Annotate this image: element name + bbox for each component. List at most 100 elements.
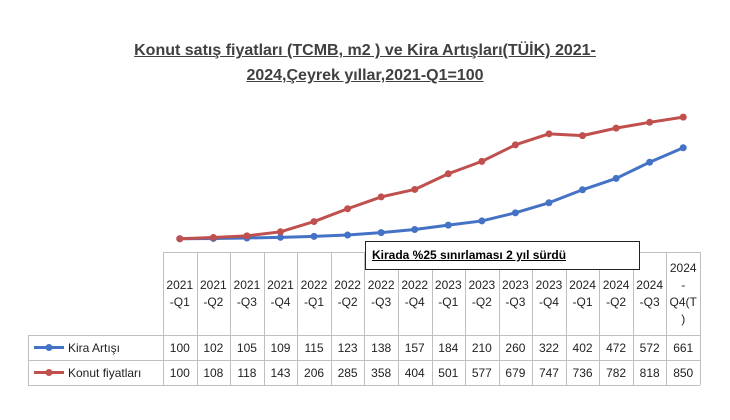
point bbox=[679, 144, 687, 152]
point bbox=[310, 232, 318, 240]
point bbox=[511, 141, 519, 149]
data-value: 818 bbox=[639, 365, 660, 380]
point bbox=[646, 158, 654, 166]
point bbox=[377, 193, 385, 201]
data-value: 138 bbox=[371, 340, 392, 355]
x-tick-label: 2024-Q2 bbox=[602, 277, 630, 309]
data-value: 157 bbox=[404, 340, 425, 355]
series-line bbox=[179, 146, 684, 241]
table-line bbox=[28, 335, 700, 336]
table-line bbox=[196, 252, 198, 385]
table-line bbox=[163, 252, 164, 385]
x-tick-label: 2024-Q3 bbox=[636, 277, 663, 309]
point bbox=[411, 226, 419, 234]
data-value: 123 bbox=[337, 340, 358, 355]
table-line bbox=[666, 252, 668, 385]
data-value: 404 bbox=[404, 365, 425, 380]
data-value: 108 bbox=[203, 365, 224, 380]
point bbox=[545, 199, 553, 207]
data-value: 210 bbox=[471, 340, 492, 355]
data-value: 679 bbox=[505, 365, 526, 380]
data-value: 402 bbox=[572, 340, 593, 355]
data-value: 143 bbox=[270, 365, 291, 380]
point bbox=[411, 185, 419, 193]
point bbox=[344, 205, 352, 213]
chart-title: Konut satış fiyatları (TCMB, m2 ) ve Kir… bbox=[134, 42, 596, 84]
data-value: 184 bbox=[438, 340, 459, 355]
point bbox=[646, 118, 654, 126]
legend-label: Kira Artışı bbox=[68, 340, 121, 355]
point bbox=[612, 174, 620, 182]
data-value: 736 bbox=[572, 365, 593, 380]
legend-swatch bbox=[45, 344, 53, 351]
x-tick-label: 2022-Q4 bbox=[401, 277, 429, 309]
point bbox=[579, 132, 587, 140]
table-line bbox=[632, 252, 634, 385]
table-line bbox=[263, 252, 265, 385]
table-line bbox=[532, 252, 534, 385]
table-line bbox=[431, 252, 433, 385]
table-line bbox=[28, 360, 700, 361]
table-line bbox=[565, 252, 567, 385]
data-value: 850 bbox=[673, 365, 694, 380]
x-tick-label: 2021-Q1 bbox=[166, 277, 194, 309]
data-value: 206 bbox=[304, 365, 325, 380]
point bbox=[310, 218, 318, 226]
data-value: 577 bbox=[471, 365, 492, 380]
data-value: 109 bbox=[270, 340, 291, 355]
data-value: 472 bbox=[606, 340, 627, 355]
x-tick-label: 2023-Q2 bbox=[468, 277, 496, 309]
x-tick-label: 2023-Q3 bbox=[502, 277, 529, 309]
point bbox=[344, 231, 352, 239]
table-line bbox=[397, 252, 399, 385]
data-value: 322 bbox=[538, 340, 559, 355]
series-line bbox=[179, 115, 684, 241]
data-value: 747 bbox=[538, 365, 559, 380]
table-line bbox=[498, 252, 500, 385]
x-tick-label: 2023-Q1 bbox=[434, 277, 462, 309]
data-value: 105 bbox=[236, 340, 257, 355]
x-tick-label: 2021-Q2 bbox=[199, 277, 227, 309]
point bbox=[478, 157, 486, 165]
data-value: 100 bbox=[169, 340, 190, 355]
table-line bbox=[297, 252, 299, 385]
data-value: 661 bbox=[673, 340, 694, 355]
data-value: 115 bbox=[304, 340, 324, 355]
x-tick-label: 2024-Q4(T) bbox=[669, 260, 697, 326]
data-value: 118 bbox=[237, 365, 257, 380]
point bbox=[176, 235, 184, 243]
point bbox=[579, 186, 587, 194]
point bbox=[679, 113, 687, 121]
point bbox=[243, 232, 251, 240]
point bbox=[444, 170, 452, 178]
data-value: 572 bbox=[639, 340, 660, 355]
legend-label: Konut fiyatları bbox=[68, 365, 142, 380]
point bbox=[545, 130, 553, 138]
table-line bbox=[465, 252, 467, 385]
table-line bbox=[330, 252, 332, 385]
point bbox=[511, 209, 519, 217]
x-tick-label: 2022-Q3 bbox=[367, 277, 395, 309]
annotation: Kirada %25 sınırlaması 2 yıl sürdü bbox=[365, 241, 640, 270]
x-tick-label: 2021-Q4 bbox=[267, 277, 294, 309]
point bbox=[276, 228, 284, 236]
data-value: 102 bbox=[203, 340, 224, 355]
x-tick-label: 2022-Q2 bbox=[334, 277, 361, 309]
x-tick-label: 2024-Q1 bbox=[569, 277, 596, 309]
point bbox=[612, 124, 620, 132]
table-line bbox=[364, 252, 366, 385]
point bbox=[377, 229, 385, 237]
table-line bbox=[700, 252, 701, 385]
point bbox=[478, 217, 486, 225]
data-value: 782 bbox=[606, 365, 627, 380]
x-tick-label: 2022-Q1 bbox=[300, 277, 328, 309]
point bbox=[444, 221, 452, 229]
x-tick-label: 2021-Q3 bbox=[233, 277, 261, 309]
data-value: 260 bbox=[505, 340, 526, 355]
table-line bbox=[230, 252, 232, 385]
table-line bbox=[28, 385, 700, 386]
data-value: 285 bbox=[337, 365, 358, 380]
x-tick-label: 2023-Q4 bbox=[535, 277, 563, 309]
